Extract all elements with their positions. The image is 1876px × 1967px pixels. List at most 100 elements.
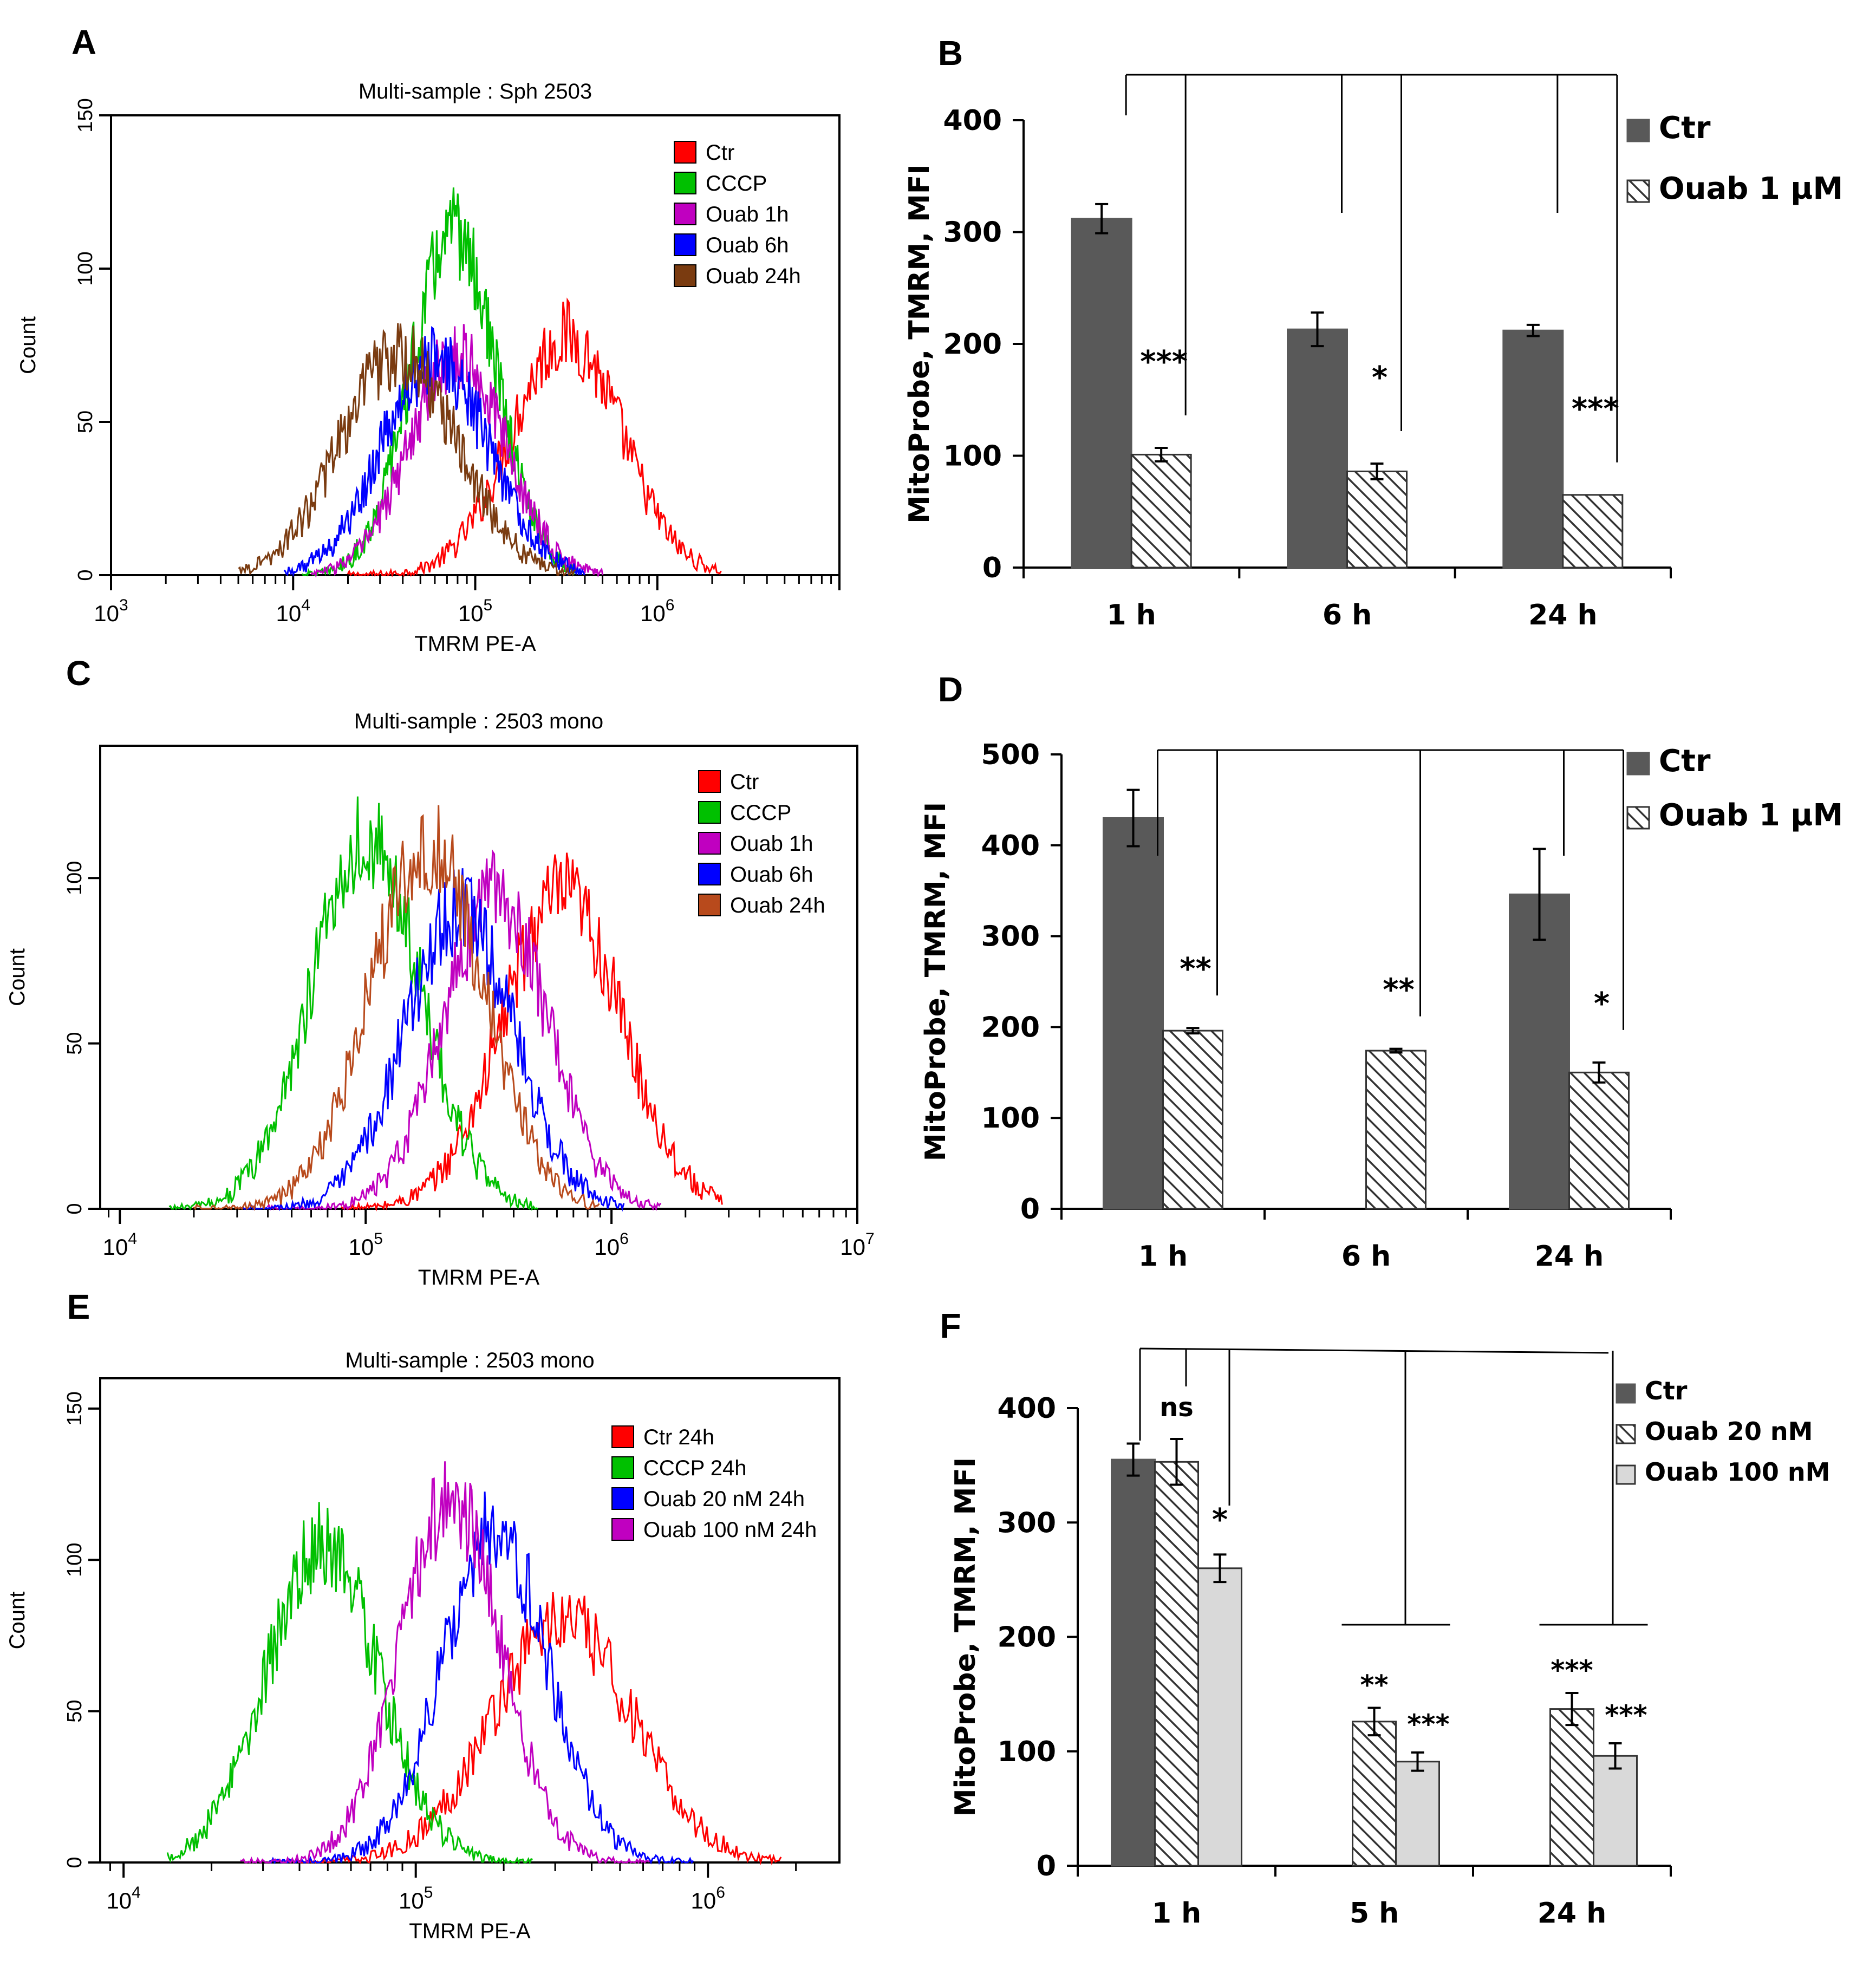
legend-swatch [1626,119,1650,142]
y-tick-label: 100 [63,861,86,895]
legend-swatch [674,264,696,287]
panel-F: F 0 100 200 300 400 MitoProbe, TMRM, MFI 1 h 5 h… [940,1306,1830,1930]
x-tick-base: 10 [640,601,666,626]
legend-label: Ctr [1659,110,1711,146]
panel-A: A Multi-sample : Sph 2503 0 50 100 150 Count 10… [16,23,841,656]
x-tick-label: 103 [94,596,128,626]
bar-ctr [1502,329,1564,569]
y-axis-label: MitoProbe, TMRM, MFI [920,802,952,1161]
x-tick-base: 10 [276,601,302,626]
significance-marker: *** [1605,1699,1647,1731]
x-tick-exponent: 3 [119,596,128,614]
panel-label: D [938,670,963,709]
category-label: 6 h [1341,1240,1391,1273]
x-tick-label: 106 [691,1884,725,1913]
legend-label: Ouab 6h [730,863,813,887]
y-tick-label: 300 [981,921,1040,953]
legend-swatch [698,832,721,855]
histogram-ctr [347,297,722,578]
bar-ouab-1-m [1562,494,1624,569]
category-label: 24 h [1538,1897,1607,1930]
histogram-ouab-6h [283,326,585,577]
bracket-top [1139,1347,1609,1354]
y-tick-label: 0 [1037,1850,1056,1883]
x-tick-exponent: 4 [132,1884,141,1901]
bar-ouab-1-m [1130,453,1192,569]
y-tick-label: 50 [63,1699,86,1722]
histogram-ouab-1h [266,849,662,1212]
x-tick-exponent: 6 [716,1884,725,1901]
histogram-ctr-24h [298,1592,782,1866]
y-axis-label: Count [5,1592,29,1650]
legend-swatch [698,801,721,824]
legend-swatch [698,770,721,793]
legend-swatch [611,1518,634,1541]
y-tick-label: 100 [63,1543,86,1577]
x-tick-base: 10 [840,1234,865,1260]
legend-label: Ouab 1 µM [1659,798,1843,833]
y-axis-label: Count [16,316,40,374]
panel-E: E Multi-sample : 2503 mono 0 50 100 150 Count 1… [5,1287,841,1943]
y-tick-label: 150 [63,1391,86,1425]
legend-swatch [674,141,696,164]
histogram-ouab-100-nm-24h [240,1461,650,1865]
plot-frame [99,1377,841,1864]
x-axis-label: TMRM PE-A [409,1919,531,1943]
category-label: 1 h [1152,1897,1201,1930]
histogram-ouab-24h [193,805,600,1212]
category-label: 1 h [1138,1240,1188,1273]
legend-swatch [611,1487,634,1510]
legend-label: Ouab 1h [706,203,789,226]
legend-swatch [1626,179,1650,203]
significance-marker: ns [1160,1392,1194,1423]
legend-swatch [1616,1424,1636,1444]
x-tick-base: 10 [349,1234,374,1260]
legend-label: Ouab 1h [730,832,813,856]
legend-label: Ctr 24h [643,1425,714,1449]
y-tick-label: 500 [981,739,1040,771]
y-axis-label: Count [5,948,29,1006]
x-tick-base: 10 [594,1234,620,1260]
significance-marker: ** [1360,1669,1388,1701]
legend-swatch [1616,1383,1636,1404]
y-tick-label: 0 [63,1203,86,1214]
histogram-ouab-20-nm-24h [269,1491,694,1865]
y-tick-label: 100 [997,1736,1056,1768]
x-tick-exponent: 5 [484,596,493,614]
bar-ctr [1111,1458,1156,1867]
category-label: 24 h [1528,599,1598,631]
legend-label: CCCP 24h [643,1456,746,1480]
bar-ctr [1071,218,1132,569]
bar-ouab-20-nm [1154,1461,1199,1867]
x-tick-label: 104 [276,596,310,626]
x-tick-exponent: 4 [301,596,310,614]
legend-swatch [674,233,696,256]
bar-ouab-20-nm [1352,1721,1397,1867]
x-tick-label: 106 [594,1230,628,1260]
bar-ouab-100-nm [1197,1567,1242,1867]
bar-ouab-1-m [1568,1071,1630,1210]
significance-marker: ** [1180,952,1211,987]
y-tick-label: 100 [74,251,97,285]
significance-marker: * [1372,360,1388,395]
x-tick-base: 10 [106,1888,132,1913]
histogram-ouab-24h [238,323,576,577]
category-label: 6 h [1323,599,1372,631]
significance-marker: *** [1140,344,1188,380]
legend-swatch [674,203,696,225]
y-axis-label: MitoProbe, TMRM, MFI [949,1457,982,1816]
x-tick-exponent: 7 [865,1230,875,1248]
x-tick-base: 10 [691,1888,716,1913]
bar-ouab-1-m [1346,470,1408,569]
category-label: 5 h [1350,1897,1399,1930]
chart-title: Multi-sample : 2503 mono [354,709,603,733]
y-tick-label: 0 [63,1857,86,1868]
legend-swatch [674,172,696,194]
significance-marker: ** [1383,973,1415,1008]
y-tick-label: 200 [997,1621,1056,1654]
x-tick-base: 10 [103,1234,128,1260]
significance-marker: * [1212,1502,1228,1538]
y-tick-label: 50 [63,1032,86,1055]
